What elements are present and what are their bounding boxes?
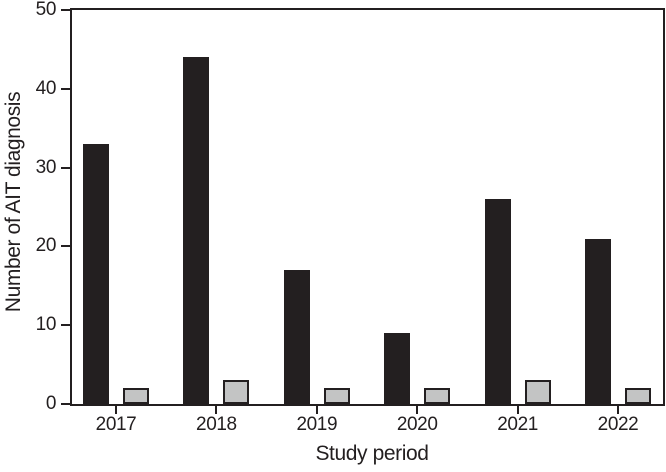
y-tick-mark — [61, 245, 70, 248]
x-axis-title: Study period — [315, 442, 429, 465]
x-tick-mark — [115, 406, 117, 414]
x-tick-mark — [617, 406, 619, 414]
y-tick-mark — [61, 166, 70, 169]
bar-2018-gray-bars — [223, 380, 250, 404]
x-tick-label: 2020 — [396, 414, 438, 435]
y-tick-label: 50 — [35, 0, 57, 20]
bar-2018-black-bars — [183, 57, 210, 404]
x-tick-mark — [516, 406, 519, 414]
y-tick-mark — [61, 9, 70, 11]
bar-2019-black-bars — [283, 270, 310, 404]
bar-2022-gray-bars — [625, 388, 651, 404]
y-tick-label: 30 — [35, 156, 57, 178]
x-tick-label: 2019 — [296, 414, 338, 435]
y-tick-label: 10 — [35, 314, 57, 336]
y-tick-mark — [61, 324, 70, 327]
x-tick-mark — [315, 406, 318, 414]
x-tick-label: 2022 — [597, 414, 639, 435]
y-tick-label: 20 — [35, 235, 57, 257]
y-tick-label: 0 — [45, 393, 57, 414]
plot-area — [70, 8, 665, 406]
bar-2017-gray-bars — [123, 388, 149, 404]
x-tick-mark — [416, 406, 419, 414]
x-tick-mark — [215, 406, 218, 414]
x-tick-label: 2021 — [497, 414, 538, 435]
bar-2021-gray-bars — [524, 380, 551, 404]
bar-2020-gray-bars — [424, 388, 451, 404]
y-tick-label: 40 — [35, 77, 57, 99]
bar-2019-gray-bars — [323, 388, 350, 404]
x-tick-label: 2017 — [95, 414, 137, 435]
bar-2022-black-bars — [585, 239, 611, 404]
bar-2017-black-bars — [83, 144, 109, 404]
bar-2021-black-bars — [484, 199, 511, 404]
bar-2020-black-bars — [384, 333, 411, 404]
x-tick-label: 2018 — [196, 414, 237, 435]
y-axis-title: Number of AIT diagnosis — [2, 91, 25, 313]
y-tick-mark — [61, 87, 70, 90]
y-tick-mark — [61, 403, 70, 405]
